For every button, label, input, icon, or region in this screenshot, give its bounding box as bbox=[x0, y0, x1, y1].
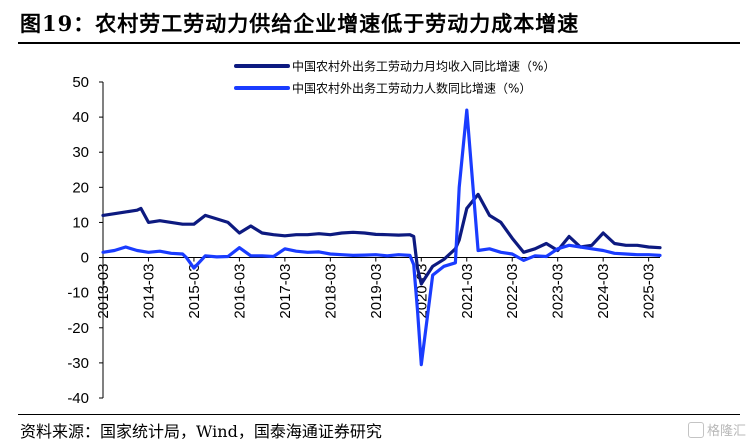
x-tick-label: 2025-03 bbox=[641, 264, 658, 319]
x-tick-label: 2015-03 bbox=[186, 264, 203, 319]
x-tick-label: 2023-03 bbox=[550, 264, 567, 319]
x-tick-label: 2017-03 bbox=[277, 264, 294, 319]
y-tick-label: 50 bbox=[72, 74, 89, 91]
y-tick-label: -30 bbox=[67, 355, 89, 372]
title-rule bbox=[18, 42, 740, 44]
chart-series bbox=[101, 108, 662, 367]
watermark: 格隆汇 bbox=[687, 420, 746, 439]
x-tick-label: 2014-03 bbox=[140, 264, 157, 319]
figure-title: 图19：农村劳工劳动力供给企业增速低于劳动力成本增速 bbox=[20, 11, 580, 36]
source-note: 资料来源：国家统计局，Wind，国泰海通证券研究 bbox=[20, 422, 382, 441]
legend-label-1: 中国农村外出务工劳动力月均收入同比增速（%） bbox=[292, 59, 555, 74]
y-tick-label: 0 bbox=[81, 250, 89, 267]
source-rule bbox=[18, 414, 740, 415]
x-tick-label: 2013-03 bbox=[95, 264, 112, 319]
y-tick-label: 40 bbox=[72, 109, 89, 126]
chart-legend: 中国农村外出务工劳动力月均收入同比增速（%） 中国农村外出务工劳动力人数同比增速（… bbox=[234, 59, 555, 96]
x-tick-label: 2021-03 bbox=[459, 264, 476, 319]
watermark-logo-icon bbox=[687, 422, 704, 438]
x-tick-label: 2019-03 bbox=[368, 264, 385, 319]
x-tick-label: 2018-03 bbox=[322, 264, 339, 319]
y-tick-label: -20 bbox=[67, 320, 89, 337]
y-tick-label: -40 bbox=[67, 390, 89, 407]
series-line-2 bbox=[101, 108, 662, 367]
x-tick-label: 2016-03 bbox=[231, 264, 248, 319]
watermark-text: 格隆汇 bbox=[706, 424, 746, 439]
y-tick-label: -10 bbox=[67, 285, 89, 302]
y-tick-label: 30 bbox=[72, 144, 89, 161]
y-tick-label: 10 bbox=[72, 214, 89, 231]
y-tick-label: 20 bbox=[72, 179, 89, 196]
x-tick-label: 2024-03 bbox=[595, 264, 612, 319]
x-tick-label: 2022-03 bbox=[504, 264, 521, 319]
chart-axes: -40 -30 -20 -10 0 10 20 30 40 50 2013-03 2014-03 201… bbox=[67, 74, 660, 407]
legend-label-2: 中国农村外出务工劳动力人数同比增速（%） bbox=[292, 81, 531, 96]
